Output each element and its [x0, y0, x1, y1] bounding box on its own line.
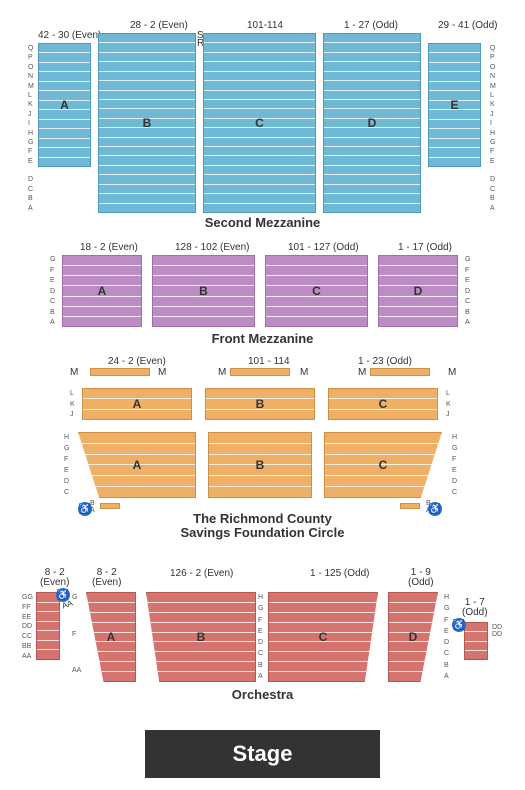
seat-range-label: 1 - 7(Odd) — [462, 598, 488, 618]
section-letter: C — [312, 284, 321, 298]
row-label: M — [300, 367, 308, 378]
row-stripes — [371, 369, 429, 375]
section-letter: A — [133, 458, 142, 472]
seat-range-label: 101-114 — [247, 20, 283, 31]
seating-section[interactable]: C — [328, 388, 438, 420]
row-labels: GGFFEEDDCCBBAA — [22, 594, 33, 660]
row-stripes — [91, 369, 149, 375]
section-letter: C — [319, 630, 328, 644]
seating-section[interactable] — [100, 503, 120, 509]
seating-section[interactable]: E — [428, 43, 481, 167]
row-stripes — [101, 504, 119, 508]
section-letter: B — [256, 458, 265, 472]
section-letter: B — [256, 397, 265, 411]
row-label: M — [448, 367, 456, 378]
seating-section[interactable]: D — [388, 592, 438, 682]
section-letter: A — [60, 98, 69, 112]
row-labels: GFEDCBA — [465, 256, 470, 326]
seating-section[interactable]: B — [152, 255, 255, 327]
seat-range-label: 8 - 2(Even) — [40, 568, 69, 588]
seating-section[interactable] — [90, 368, 150, 376]
section-letter: A — [133, 397, 142, 411]
section-letter: B — [197, 630, 206, 644]
tier-label: Front Mezzanine — [0, 332, 525, 346]
row-labels: DCBA — [28, 176, 33, 212]
seating-section[interactable] — [370, 368, 430, 376]
section-letter: B — [143, 116, 152, 130]
section-letter: D — [414, 284, 423, 298]
row-labels: LKJ — [70, 390, 75, 418]
wheelchair-icon: ♿ — [452, 618, 466, 632]
stage: Stage — [145, 730, 380, 778]
row-stripes — [465, 623, 487, 659]
row-label: M — [158, 367, 166, 378]
seat-range-label: 24 - 2 (Even) — [108, 356, 166, 367]
row-stripes — [401, 504, 419, 508]
section-letter: E — [450, 98, 458, 112]
seat-range-label: 1 - 23 (Odd) — [358, 356, 412, 367]
seating-section[interactable]: D — [378, 255, 458, 327]
seating-section[interactable]: C — [268, 592, 378, 682]
tier-label: The Richmond CountySavings Foundation Ci… — [0, 512, 525, 541]
seat-range-label: 29 - 41 (Odd) — [438, 20, 497, 31]
row-label: M — [358, 367, 366, 378]
row-labels: QPONMLKJIHGFE — [28, 45, 34, 165]
seating-section[interactable]: D — [323, 33, 421, 213]
seating-section[interactable] — [400, 503, 420, 509]
seating-section[interactable]: C — [203, 33, 316, 213]
row-label: M — [70, 367, 78, 378]
row-labels: DCBA — [490, 176, 495, 212]
seating-section[interactable] — [230, 368, 290, 376]
seating-section[interactable]: C — [324, 432, 442, 498]
seat-range-label: 126 - 2 (Even) — [170, 568, 233, 579]
row-labels: DDDD — [492, 624, 502, 638]
seating-section[interactable] — [464, 622, 488, 660]
row-labels: HGFEDC — [64, 434, 69, 496]
tier-label: Orchestra — [0, 688, 525, 702]
section-letter: A — [98, 284, 107, 298]
seat-range-label: 128 - 102 (Even) — [175, 242, 250, 253]
row-labels: GFEDCBA — [50, 256, 55, 326]
seat-range-label: 28 - 2 (Even) — [130, 20, 188, 31]
seating-section[interactable] — [36, 592, 60, 660]
seat-range-label: 1 - 9(Odd) — [408, 568, 434, 588]
row-label: M — [218, 367, 226, 378]
section-letter: C — [379, 458, 388, 472]
section-letter: C — [379, 397, 388, 411]
section-letter: D — [409, 630, 418, 644]
seating-section[interactable]: B — [205, 388, 315, 420]
seat-range-label: 1 - 125 (Odd) — [310, 568, 369, 579]
section-letter: C — [255, 116, 264, 130]
seat-range-label: 18 - 2 (Even) — [80, 242, 138, 253]
row-stripes — [37, 593, 59, 659]
seat-range-label: 101 - 127 (Odd) — [288, 242, 359, 253]
row-labels: HGFEDCBA — [444, 594, 449, 680]
seating-section[interactable]: A — [78, 432, 196, 498]
seat-range-label: 101 - 114 — [248, 356, 290, 367]
row-labels: LKJ — [446, 390, 451, 418]
section-letter: D — [368, 116, 377, 130]
section-letter: B — [199, 284, 208, 298]
seating-section[interactable]: A — [38, 43, 91, 167]
seating-section[interactable]: C — [265, 255, 368, 327]
seating-section[interactable]: A — [82, 388, 192, 420]
row-stripes — [231, 369, 289, 375]
seat-range-label: 1 - 27 (Odd) — [344, 20, 398, 31]
seat-range-label: 8 - 2(Even) — [92, 568, 121, 588]
seating-section[interactable]: B — [146, 592, 256, 682]
seat-range-label: 42 - 30 (Even) — [38, 30, 101, 41]
row-labels: QPONMLKJIHGFE — [490, 45, 496, 165]
row-labels: HGFEDCBA — [258, 594, 263, 680]
section-letter: A — [107, 630, 116, 644]
seat-range-label: 1 - 17 (Odd) — [398, 242, 452, 253]
seating-section[interactable]: A — [86, 592, 136, 682]
seating-section[interactable]: A — [62, 255, 142, 327]
seating-section[interactable]: B — [98, 33, 196, 213]
tier-label: Second Mezzanine — [0, 216, 525, 230]
row-labels: HGFEDC — [452, 434, 457, 496]
seating-section[interactable]: B — [208, 432, 312, 498]
